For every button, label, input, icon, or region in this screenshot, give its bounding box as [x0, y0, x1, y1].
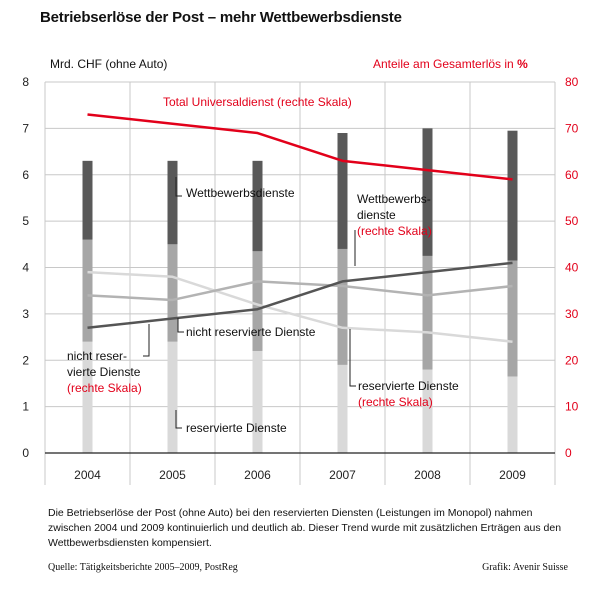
leader-reserved-line [349, 329, 356, 387]
y2-tick-label: 60 [565, 168, 579, 182]
bar-segment [422, 128, 433, 256]
y-tick-label: 0 [22, 446, 29, 460]
bar-segment [167, 244, 178, 342]
label-nonreserved-line-1: nicht reser- [67, 349, 127, 363]
annotations: Mrd. CHF (ohne Auto) Anteile am Gesamter… [50, 57, 528, 435]
leader-competition-bar [175, 177, 182, 197]
label-reserved-line-2: (rechte Skala) [358, 395, 433, 409]
y-tick-label: 3 [22, 307, 29, 321]
leader-reserved-bar [175, 410, 182, 429]
bar-segment [337, 248, 348, 365]
bar-segment [252, 160, 263, 252]
bar-segment [82, 239, 93, 342]
bar-segment [337, 133, 348, 249]
bar-segment [337, 364, 348, 453]
y-tick-label: 1 [22, 400, 29, 414]
bar-segment [507, 376, 518, 453]
chart-caption: Die Betriebserlöse der Post (ohne Auto) … [48, 507, 562, 549]
label-nonreserved-bar: nicht reservierte Dienste [186, 325, 316, 339]
y2-tick-label: 80 [565, 75, 579, 89]
x-tick-label: 2008 [414, 468, 441, 482]
label-nonreserved-line-2: vierte Dienste [67, 365, 141, 379]
leader-nonreserved-line [143, 324, 150, 357]
label-competition-line-2: dienste [357, 208, 396, 222]
y-tick-label: 8 [22, 75, 29, 89]
y2-tick-label: 70 [565, 121, 579, 135]
label-reserved-bar: reservierte Dienste [186, 421, 287, 435]
bar-segment [252, 251, 263, 351]
x-tick-label: 2006 [244, 468, 271, 482]
chart-credit: Grafik: Avenir Suisse [482, 562, 568, 573]
lines [87, 113, 513, 343]
bar-segment [252, 350, 263, 453]
y2-tick-label: 10 [565, 400, 579, 414]
y-tick-label: 6 [22, 168, 29, 182]
bar-segment [422, 369, 433, 453]
y2-tick-label: 30 [565, 307, 579, 321]
y-tick-label: 4 [22, 261, 29, 275]
x-tick-label: 2007 [329, 468, 356, 482]
grid [44, 81, 556, 485]
chart-source: Quelle: Tätigkeitsberichte 2005–2009, Po… [48, 562, 238, 573]
series-line [87, 261, 513, 330]
x-tick-label: 2004 [74, 468, 101, 482]
bar-segment [422, 255, 433, 370]
bars [82, 128, 518, 453]
bar-segment [167, 341, 178, 453]
y2-tick-label: 50 [565, 214, 579, 228]
label-nonreserved-line-3: (rechte Skala) [67, 381, 142, 395]
label-competition-line-3: (rechte Skala) [357, 224, 432, 238]
series-line [87, 113, 513, 181]
chart-title: Betriebserlöse der Post – mehr Wettbewer… [40, 9, 402, 26]
bar-segment [82, 341, 93, 453]
y2-tick-label: 40 [565, 261, 579, 275]
label-universal: Total Universaldienst (rechte Skala) [163, 95, 352, 109]
label-competition-bar: Wettbewerbsdienste [186, 186, 295, 200]
y-tick-label: 7 [22, 121, 29, 135]
series-line [87, 270, 513, 343]
y2-tick-label: 0 [565, 446, 572, 460]
bar-segment [167, 160, 178, 245]
bar-segment [82, 160, 93, 240]
y-tick-label: 5 [22, 214, 29, 228]
label-competition-line-1: Wettbewerbs- [357, 192, 431, 206]
y2-axis-label: Anteile am Gesamterlös in % [373, 57, 528, 71]
leader-nonreserved-bar [177, 318, 184, 333]
x-tick-label: 2009 [499, 468, 526, 482]
y-axis-label: Mrd. CHF (ohne Auto) [50, 57, 167, 71]
bar-segment [507, 130, 518, 261]
series-line [87, 280, 513, 302]
label-reserved-line-1: reservierte Dienste [358, 379, 459, 393]
y2-label-suffix: % [517, 57, 528, 71]
x-tick-label: 2005 [159, 468, 186, 482]
y2-tick-label: 20 [565, 353, 579, 367]
y-tick-label: 2 [22, 353, 29, 367]
bar-segment [507, 260, 518, 377]
